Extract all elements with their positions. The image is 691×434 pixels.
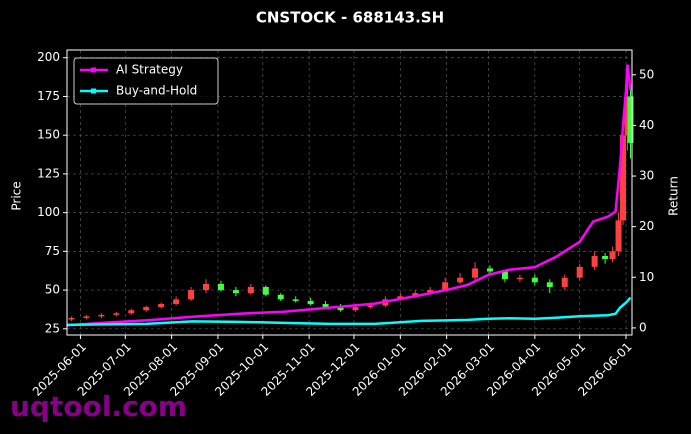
legend-label: AI Strategy (116, 63, 183, 77)
candle-body (322, 304, 329, 308)
candle-body (609, 251, 616, 260)
candle-body (188, 290, 195, 300)
candle-body (247, 286, 254, 294)
legend-box (73, 57, 219, 105)
legend-marker (91, 88, 96, 94)
candle-body (232, 290, 239, 294)
candle-body (561, 277, 568, 287)
candle-body (367, 305, 374, 308)
candle-body (412, 293, 419, 297)
candle-body (457, 277, 464, 283)
candle-body (576, 266, 583, 278)
y2-axis-label: Return (667, 176, 681, 216)
y-tick-label: 150 (37, 128, 60, 142)
candle-body (546, 282, 553, 287)
y2-tick-label: 30 (639, 169, 654, 183)
candle-body (98, 314, 105, 317)
candle-body (602, 256, 609, 260)
candle-body (352, 307, 359, 311)
return-line (66, 64, 632, 327)
candle-body (516, 277, 523, 280)
candle-body (501, 271, 508, 280)
y-tick-label: 75 (45, 244, 60, 258)
y-tick-label: 125 (37, 166, 60, 180)
candle-body (427, 290, 434, 294)
plot-frame (66, 49, 633, 336)
candle-body (68, 317, 75, 320)
candle-body (307, 300, 314, 305)
y2-tick-label: 10 (639, 270, 654, 284)
y2-tick-label: 20 (639, 219, 654, 233)
y-tick-label: 25 (45, 321, 60, 335)
candle-body (113, 313, 120, 315)
candle-body (627, 96, 634, 143)
return-line (66, 296, 632, 327)
y-tick-label: 50 (45, 283, 60, 297)
y2-tick-label: 40 (639, 118, 654, 132)
candle-body (143, 307, 150, 311)
candle-body (262, 286, 269, 295)
watermark: uqtool.com (10, 390, 187, 423)
y-axis-label: Price (10, 181, 24, 210)
y-tick-label: 200 (37, 50, 60, 64)
candle-body (173, 299, 180, 305)
candle-body (337, 307, 344, 311)
y-tick-label: 100 (37, 205, 60, 219)
candle-body (158, 304, 165, 308)
y2-tick-label: 0 (639, 320, 647, 334)
candle-body (292, 299, 299, 301)
legend-marker (91, 67, 96, 73)
candle-body (531, 277, 538, 283)
candle-body (487, 268, 494, 272)
candle-body (591, 256, 598, 267)
candle-body (620, 135, 627, 221)
candle-body (442, 282, 449, 291)
candle-body (203, 283, 210, 291)
chart-title: CNSTOCK - 688143.SH (256, 9, 444, 27)
y2-tick-label: 50 (639, 67, 654, 81)
candle-body (277, 294, 284, 300)
candle-body (472, 268, 479, 278)
legend-label: Buy-and-Hold (116, 84, 197, 98)
candle-body (615, 220, 622, 252)
candle-body (217, 283, 224, 291)
candle-body (128, 310, 135, 314)
candle-body (83, 316, 90, 318)
y-tick-label: 175 (37, 89, 60, 103)
